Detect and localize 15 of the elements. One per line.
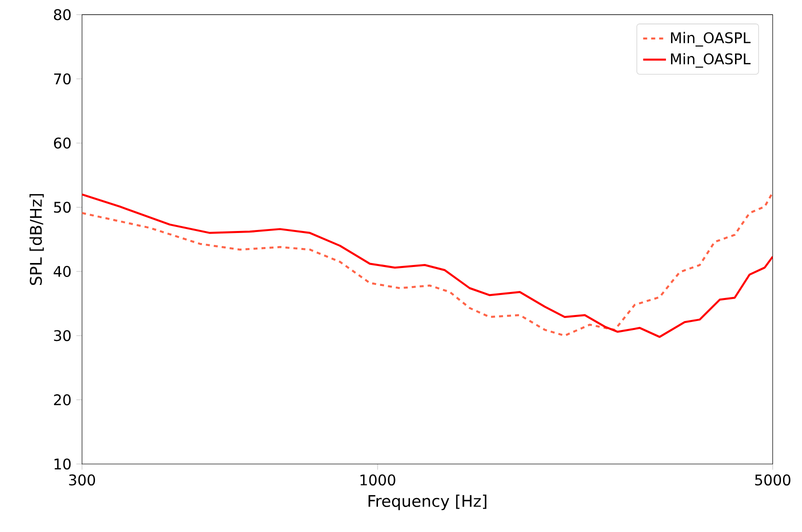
- y-tick-label: 10: [54, 458, 71, 470]
- y-tick-label: 50: [54, 202, 71, 213]
- x-tick-label: 1000: [360, 474, 396, 486]
- y-tick-label: 60: [54, 138, 71, 149]
- y-tick-label: 40: [54, 266, 71, 277]
- x-tick-label: 300: [69, 474, 96, 486]
- y-tick-label: 30: [54, 330, 71, 342]
- y-tick-label: 80: [54, 9, 71, 20]
- y-tick-label: 70: [54, 73, 71, 84]
- y-tick-label: 20: [54, 394, 71, 406]
- x-tick-label: 5000: [755, 474, 790, 486]
- legend-label: Min_OASPL: [671, 53, 751, 68]
- legend-label: Min_OASPL: [671, 32, 751, 47]
- x-axis-title: Frequency [Hz]: [368, 494, 486, 510]
- y-axis-title: SPL [dB/Hz]: [30, 194, 44, 285]
